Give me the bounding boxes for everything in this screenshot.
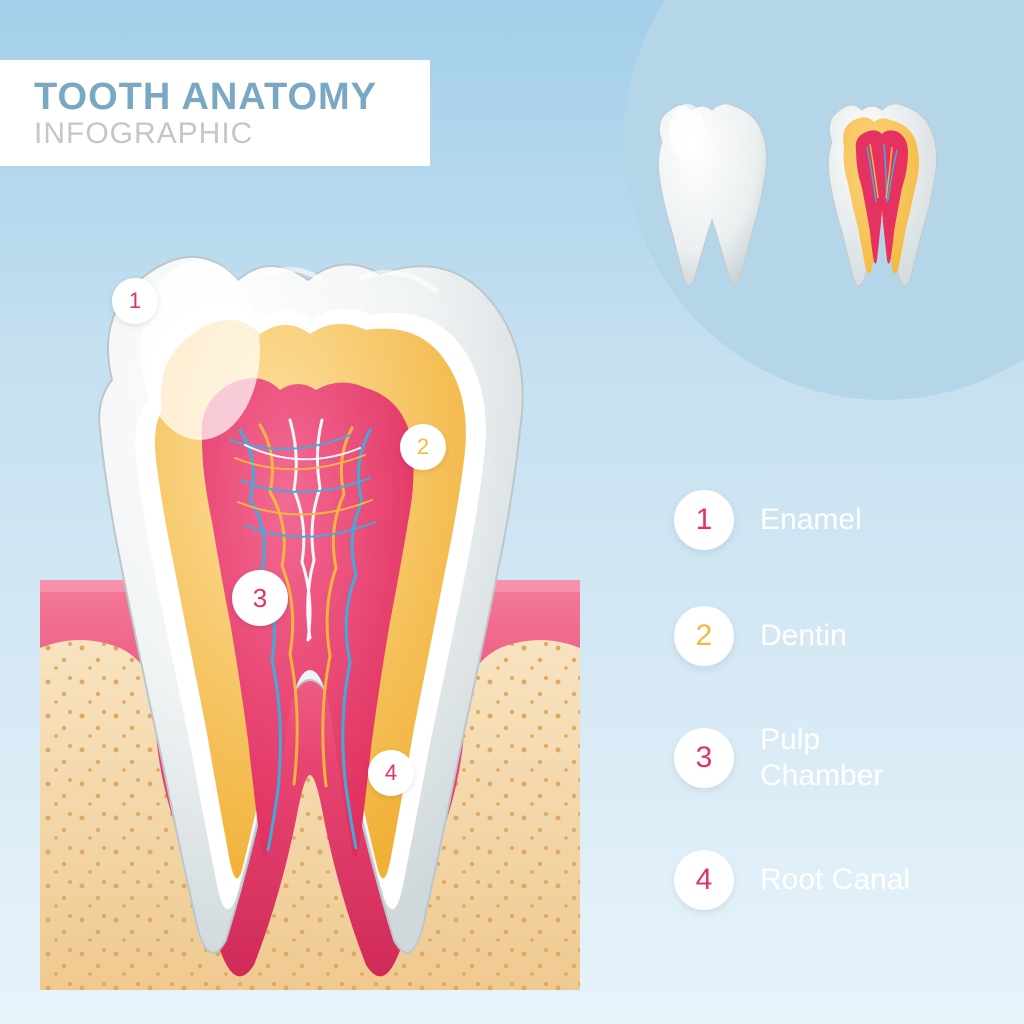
mini-tooth-cutaway: [812, 92, 952, 292]
legend-badge-1: 1: [674, 490, 734, 550]
legend-item-dentin: 2 Dentin: [674, 606, 974, 666]
diagram-marker-2: 2: [400, 424, 446, 470]
diagram-marker-3: 3: [232, 570, 288, 626]
legend-label-3: Pulp Chamber: [760, 722, 883, 794]
main-tooth-diagram: [40, 230, 580, 990]
diagram-marker-4: 4: [368, 750, 414, 796]
legend-item-root-canal: 4 Root Canal: [674, 850, 974, 910]
mini-teeth-preview: [642, 82, 952, 302]
legend-badge-2: 2: [674, 606, 734, 666]
title-bar: TOOTH ANATOMY INFOGRAPHIC: [0, 60, 430, 166]
title-subtitle: INFOGRAPHIC: [34, 117, 430, 151]
legend-badge-3: 3: [674, 728, 734, 788]
title-main: TOOTH ANATOMY: [34, 76, 430, 119]
legend-badge-4: 4: [674, 850, 734, 910]
legend-item-enamel: 1 Enamel: [674, 490, 974, 550]
legend-label-1: Enamel: [760, 502, 862, 538]
legend-item-pulp: 3 Pulp Chamber: [674, 722, 974, 794]
legend-label-2: Dentin: [760, 618, 847, 654]
diagram-marker-1: 1: [112, 278, 158, 324]
legend: 1 Enamel 2 Dentin 3 Pulp Chamber 4 Root …: [674, 490, 974, 910]
legend-label-4: Root Canal: [760, 862, 910, 898]
mini-tooth-whole: [642, 92, 782, 292]
